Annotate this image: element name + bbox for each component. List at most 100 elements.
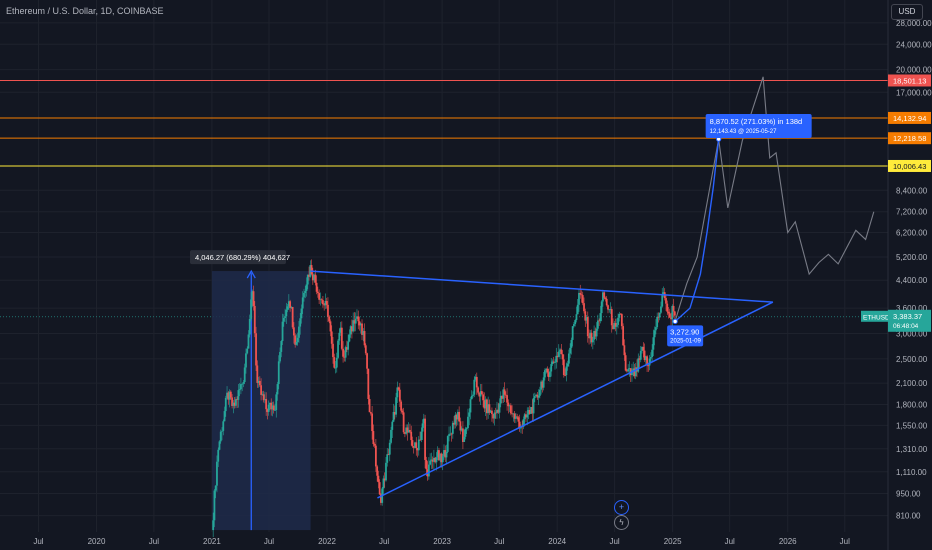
candle-body — [475, 376, 478, 388]
time-axis[interactable]: Jul 2020 Jul 2021 Jul 2022 Jul 2023 Jul 2024 Jul 20… — [33, 537, 850, 546]
x-tick-label: 2024 — [548, 537, 566, 546]
candle-body — [296, 337, 299, 342]
candle-body — [607, 305, 609, 310]
y-tick-label: 2,500.00 — [896, 355, 928, 364]
candle-body — [552, 361, 555, 363]
candle-body — [411, 440, 414, 447]
candle-body — [450, 433, 453, 435]
candle-body — [403, 432, 406, 434]
candle-body — [491, 410, 493, 415]
candle-body — [234, 399, 237, 406]
candle-body — [218, 441, 221, 450]
curve-projection[interactable] — [674, 138, 720, 322]
candle-body — [313, 274, 315, 281]
candle-body — [229, 391, 232, 398]
candle-body — [219, 431, 222, 442]
currency-button[interactable]: USD — [891, 4, 923, 20]
candle-body — [658, 312, 661, 318]
candle-body — [632, 368, 635, 370]
x-tick-label: 2023 — [433, 537, 451, 546]
y-tick-label: 950.00 — [896, 489, 921, 498]
candle-body — [502, 389, 505, 399]
y-tick-label: 6,200.00 — [896, 229, 928, 238]
candle-body — [564, 375, 566, 376]
candle-body — [559, 349, 561, 352]
candle-body — [643, 350, 646, 361]
candle-body — [599, 313, 602, 321]
candle-body — [393, 412, 396, 415]
support-trendline[interactable] — [377, 301, 774, 499]
x-tick-label: Jul — [379, 537, 389, 546]
candle-body — [335, 357, 338, 368]
horizontal-levels — [0, 79, 888, 167]
candle-body — [633, 368, 636, 377]
y-tick-label: 1,550.00 — [896, 421, 928, 430]
candle-body — [485, 399, 488, 414]
candle-body — [595, 328, 598, 337]
candle-body — [345, 347, 348, 350]
projection-start-point[interactable] — [672, 318, 678, 325]
candle-body — [668, 313, 671, 318]
candle-body — [421, 423, 424, 432]
candle-body — [320, 299, 323, 301]
candle-body — [240, 384, 242, 390]
symbol-title[interactable]: Ethereum / U.S. Dollar, 1D, COINBASE — [6, 6, 164, 16]
plus-circle-icon[interactable]: + — [614, 500, 629, 515]
candle-body — [661, 295, 664, 307]
candle-body — [444, 450, 447, 458]
projection-path[interactable] — [674, 76, 875, 322]
candle-body — [590, 332, 593, 343]
candle-body — [304, 290, 307, 293]
candle-body — [314, 274, 317, 283]
candle-body — [536, 394, 539, 398]
candle-body — [602, 292, 604, 302]
candle-body — [315, 282, 318, 292]
candle-body — [422, 418, 425, 424]
lightning-circle-icon[interactable]: ϟ — [614, 515, 629, 530]
candle-body — [241, 383, 244, 385]
candle-body — [415, 442, 418, 449]
candle-body — [588, 336, 590, 339]
candle-body — [604, 297, 607, 299]
candle-body — [372, 431, 375, 445]
candle-body — [386, 454, 389, 463]
candle-body — [300, 308, 303, 319]
candle-body — [647, 365, 650, 367]
candle-body — [347, 341, 350, 350]
candle-body — [459, 421, 462, 431]
trend-lines — [310, 270, 774, 499]
level-price-badge — [888, 159, 931, 172]
candle-body — [417, 439, 420, 451]
candle-body — [272, 405, 275, 411]
start-point-label-bg — [667, 325, 704, 347]
candle-body — [250, 299, 252, 319]
candle-body — [361, 323, 363, 335]
candle-body — [456, 411, 459, 420]
candle-body — [405, 427, 408, 434]
candle-body — [565, 366, 568, 376]
candle-body — [655, 327, 657, 331]
candle-body — [555, 355, 558, 363]
level-price-badge-text: 10,006.43 — [893, 162, 926, 171]
x-tick-label: 2020 — [88, 537, 106, 546]
price-axis[interactable]: 28,000.00 24,000.00 20,000.00 17,000.00 8,40… — [896, 19, 932, 521]
candle-body — [385, 462, 387, 481]
candle-body — [528, 409, 531, 414]
candle-body — [488, 404, 491, 413]
candle-body — [270, 402, 273, 410]
candle-body — [445, 451, 448, 458]
candle-body — [600, 301, 603, 314]
candle-body — [213, 490, 216, 521]
candle-body — [578, 292, 580, 305]
candle-body — [271, 405, 274, 410]
target-measure-label-bg — [705, 114, 812, 138]
candle-body — [470, 395, 473, 400]
candle-body — [221, 430, 223, 432]
candle-body — [431, 459, 434, 462]
candle-body — [443, 450, 445, 457]
candle-body — [238, 389, 241, 391]
y-tick-label: 1,800.00 — [896, 401, 928, 410]
candle-body — [546, 368, 549, 373]
resistance-trendline[interactable] — [310, 270, 773, 303]
